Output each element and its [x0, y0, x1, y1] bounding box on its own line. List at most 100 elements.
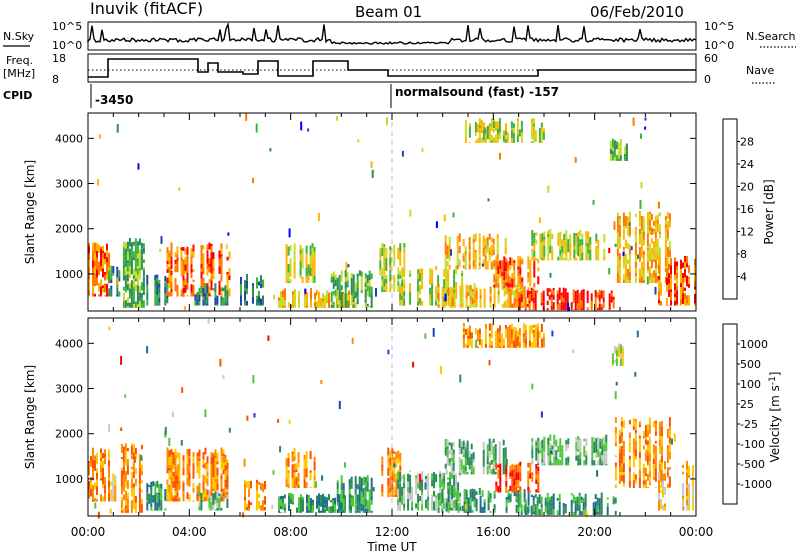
- echo-cell: [140, 480, 143, 484]
- echo-cell: [504, 246, 507, 255]
- echo-cell: [216, 295, 219, 305]
- echo-cell: [666, 301, 668, 305]
- echo-cell: [168, 470, 171, 480]
- echo-cell: [602, 305, 605, 309]
- echo-cell: [532, 340, 535, 347]
- echo-cell: [124, 505, 127, 509]
- echo-cell: [537, 466, 540, 472]
- echo-cell: [287, 457, 290, 467]
- echo-cell: [614, 391, 617, 400]
- echo-cell: [535, 441, 538, 446]
- y-tick-label: 1000: [55, 473, 83, 486]
- echo-cell: [132, 298, 135, 302]
- echo-cell: [456, 259, 459, 265]
- echo-cell: [397, 281, 400, 286]
- echo-cell: [138, 509, 141, 513]
- echo-cell: [456, 243, 459, 247]
- echo-cell: [688, 283, 690, 288]
- echo-cell: [290, 492, 292, 499]
- echo-cell: [122, 452, 125, 460]
- echo-cell: [527, 277, 530, 283]
- echo-cell: [472, 248, 475, 256]
- echo-cell: [498, 342, 501, 347]
- time-tick-label: 08:00: [273, 525, 308, 539]
- echo-cell: [503, 271, 506, 281]
- echo-cell: [523, 492, 526, 498]
- echo-cell: [493, 510, 496, 513]
- echo-cell: [381, 492, 384, 497]
- echo-cell: [172, 457, 175, 465]
- echo-cell: [493, 262, 496, 267]
- echo-cell: [539, 441, 542, 444]
- echo-cell: [399, 479, 402, 482]
- echo-cell: [686, 256, 688, 264]
- echo-cell: [226, 272, 229, 275]
- echo-cell: [198, 294, 201, 298]
- echo-cell: [658, 504, 660, 511]
- echo-cell: [611, 356, 614, 365]
- echo-cell: [587, 253, 590, 261]
- echo-cell: [441, 510, 444, 513]
- echo-cell: [486, 245, 489, 253]
- echo-cell: [594, 494, 597, 499]
- echo-cell: [214, 449, 217, 457]
- echo-cell: [278, 297, 280, 301]
- echo-cell: [474, 254, 477, 263]
- echo-cell: [150, 506, 153, 511]
- echo-cell: [543, 249, 546, 257]
- echo-cell: [493, 490, 496, 495]
- echo-cell: [461, 270, 464, 274]
- echo-cell: [531, 472, 534, 475]
- echo-cell: [505, 499, 508, 508]
- echo-cell: [322, 493, 324, 501]
- echo-cell: [429, 267, 432, 276]
- echo-cell: [493, 260, 496, 263]
- echo-cell: [486, 464, 489, 467]
- echo-cell: [496, 328, 499, 333]
- echo-cell: [634, 255, 637, 262]
- echo-cell: [178, 187, 181, 191]
- echo-cell: [306, 292, 308, 300]
- echo-cell: [292, 294, 294, 301]
- echo-cell: [530, 129, 533, 136]
- echo-cell: [666, 262, 668, 269]
- echo-cell: [304, 302, 306, 308]
- echo-cell: [356, 505, 359, 511]
- echo-cell: [532, 346, 535, 348]
- echo-cell: [214, 509, 217, 511]
- echo-cell: [272, 470, 275, 475]
- echo-cell: [597, 244, 600, 249]
- echo-cell: [386, 117, 388, 126]
- echo-cell: [116, 287, 119, 294]
- echo-cell: [541, 448, 544, 451]
- echo-cell: [666, 251, 669, 257]
- echo-cell: [457, 508, 460, 513]
- echo-cell: [168, 266, 171, 273]
- echo-cell: [534, 292, 537, 297]
- echo-cell: [513, 306, 516, 308]
- echo-cell: [184, 278, 187, 285]
- echo-cell: [660, 288, 662, 296]
- echo-cell: [356, 494, 359, 501]
- echo-cell: [516, 336, 519, 342]
- echo-cell: [431, 480, 434, 487]
- echo-cell: [284, 300, 286, 305]
- colorbar-tick-label: 8: [740, 248, 747, 261]
- echo-cell: [559, 255, 562, 261]
- echo-cell: [224, 483, 227, 488]
- echo-cell: [226, 256, 229, 261]
- echo-cell: [682, 273, 684, 279]
- echo-cell: [128, 283, 131, 289]
- echo-cell: [94, 498, 96, 502]
- echo-cell: [181, 387, 184, 393]
- echo-cell: [389, 289, 392, 292]
- echo-cell: [348, 493, 351, 500]
- echo-cell: [640, 269, 643, 277]
- echo-cell: [551, 246, 554, 251]
- echo-cell: [596, 292, 599, 299]
- echo-cell: [638, 250, 641, 256]
- echo-cell: [682, 465, 684, 468]
- echo-cell: [474, 268, 477, 270]
- echo-cell: [196, 462, 199, 467]
- echo-cell: [308, 495, 310, 501]
